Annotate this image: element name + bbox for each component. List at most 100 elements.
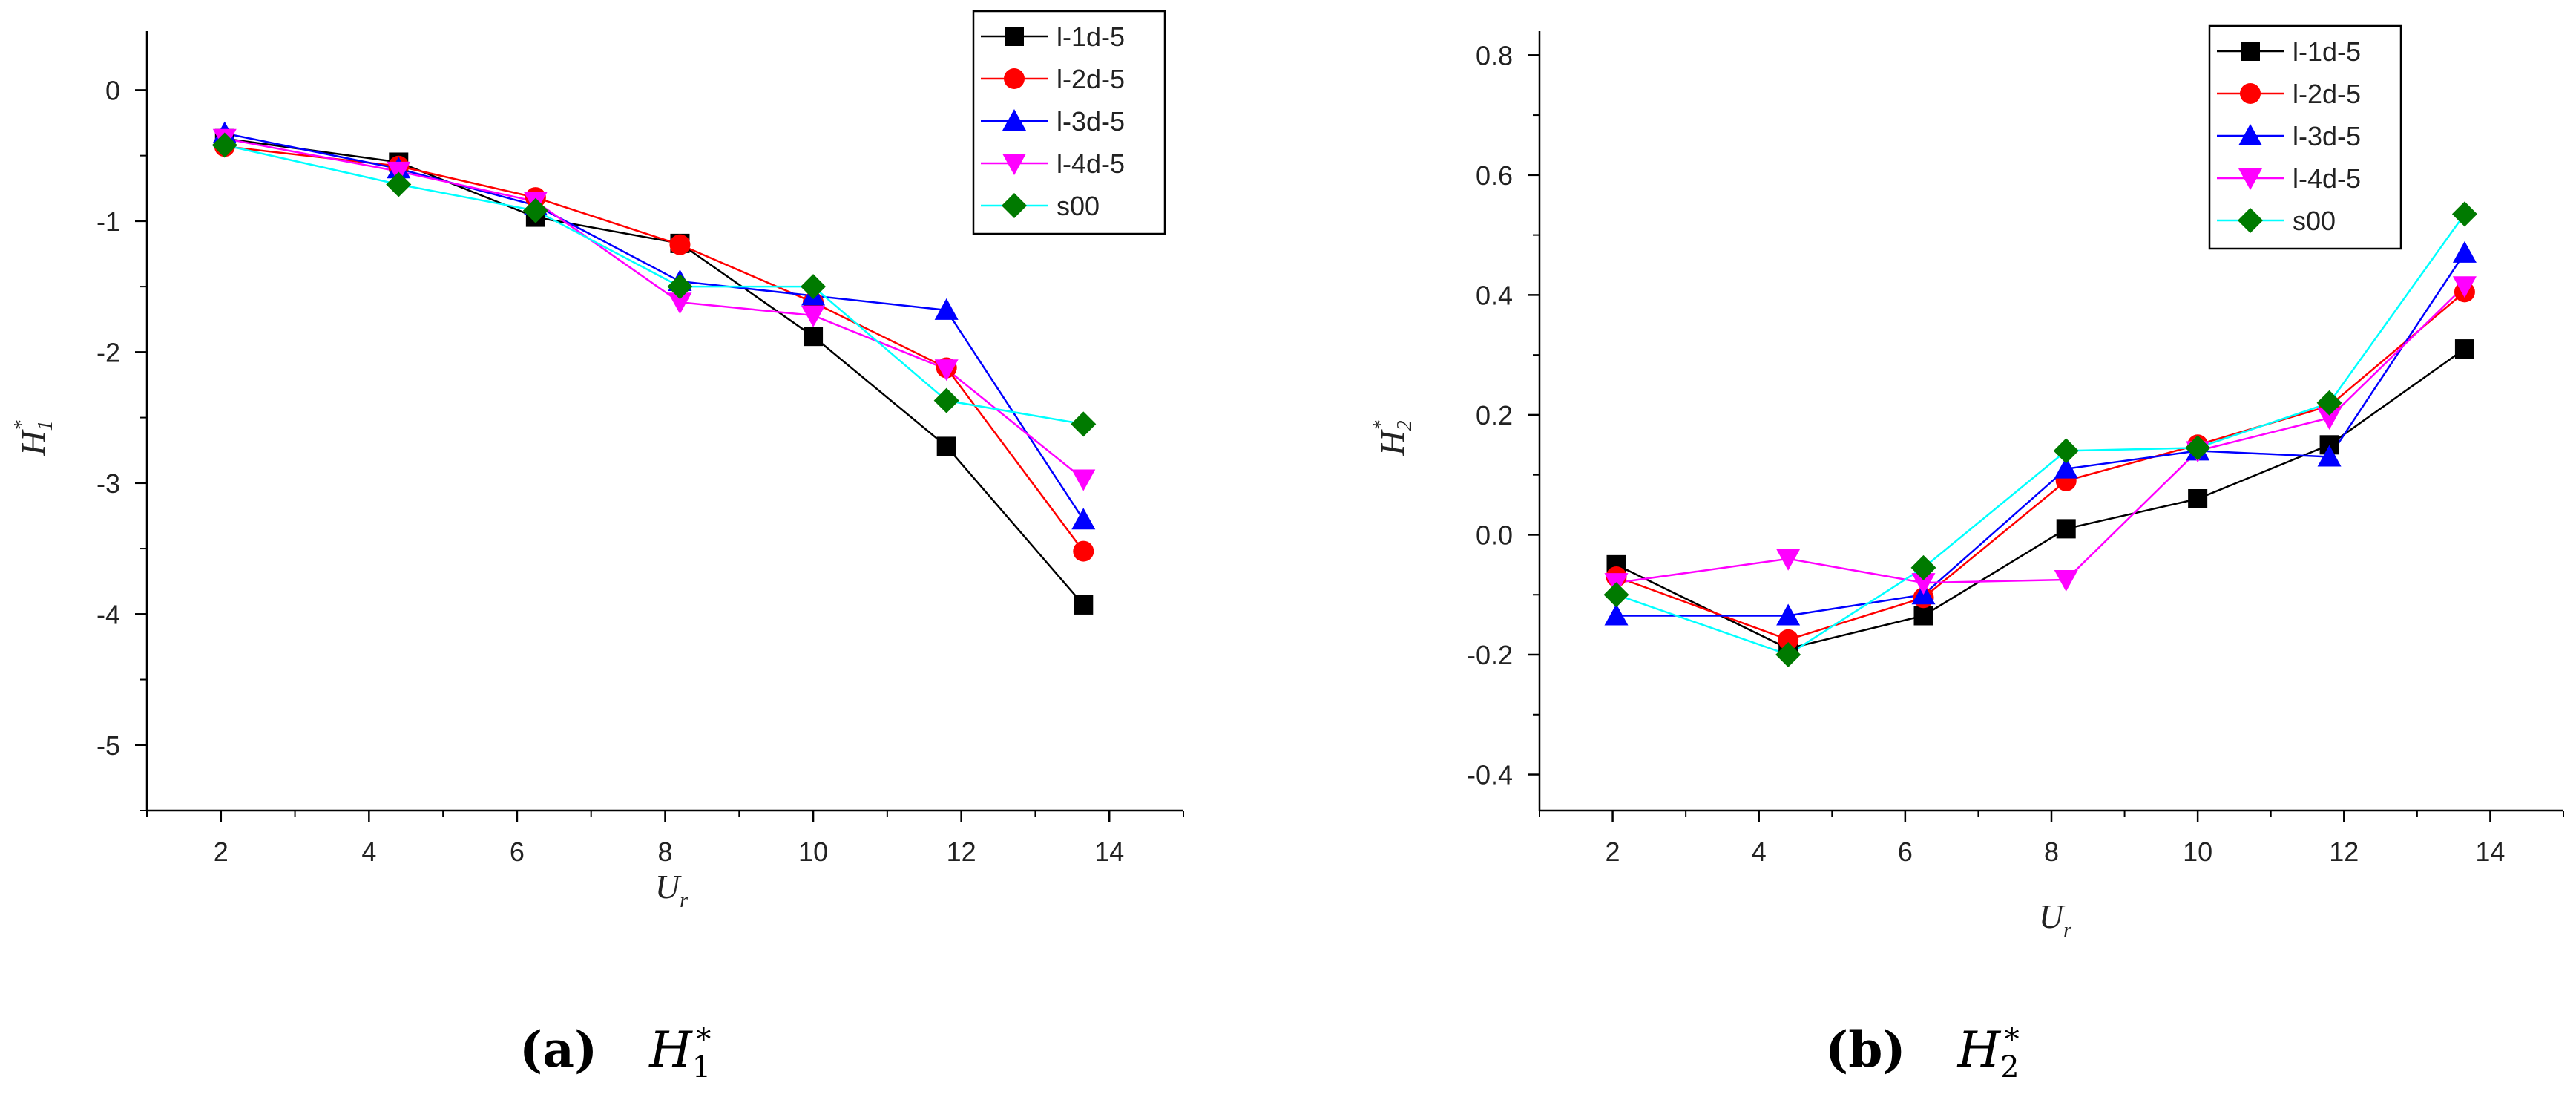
data-point-l-1d-5 bbox=[2188, 489, 2208, 508]
data-point-l-2d-5 bbox=[1073, 540, 1094, 562]
data-point-l-1d-5 bbox=[1913, 606, 1933, 626]
y-axis-label: H1* bbox=[10, 420, 57, 456]
legend: l-1d-5 l-2d-5 l-3d-5 l-4d-5 s00 bbox=[972, 10, 1166, 235]
x-tick-label: 10 bbox=[798, 837, 828, 867]
data-point-s00 bbox=[1910, 554, 1936, 580]
series-line-l-3d-5 bbox=[1616, 252, 2465, 617]
chart-h1-panel: 2 4 6 8 10 12 14 0 -1 -2 -3 -4 -5 H1* Ur l-1d-5 l-2d-5 l-… bbox=[10, 10, 1184, 912]
y-tick-label: -4 bbox=[96, 599, 120, 629]
caption-b-sup: * bbox=[2004, 1023, 2020, 1057]
series-line-l-4d-5 bbox=[1616, 285, 2465, 584]
data-point-s00 bbox=[2451, 201, 2477, 227]
x-tick-label: 8 bbox=[657, 837, 672, 867]
data-point-l-1d-5 bbox=[1074, 595, 1094, 615]
x-tick-label: 2 bbox=[214, 837, 229, 867]
legend-label-l-2d-5: l-2d-5 bbox=[2293, 79, 2361, 109]
x-tick-label: 10 bbox=[2183, 837, 2212, 867]
data-point-s00 bbox=[522, 197, 548, 223]
legend-label-l-1d-5: l-1d-5 bbox=[2293, 36, 2361, 67]
caption-b: (b) H2* bbox=[1825, 1021, 2020, 1084]
y-tick-label: -3 bbox=[96, 468, 120, 499]
legend-marker-l-2d-5 bbox=[1004, 68, 1025, 89]
x-axis-label-sub: r bbox=[680, 889, 688, 912]
caption-a-sub: 1 bbox=[691, 1050, 712, 1085]
legend-label-l-4d-5: l-4d-5 bbox=[1057, 148, 1125, 179]
y-tick-label: 0.2 bbox=[1476, 400, 1513, 431]
y-axis-label-sub: 2 bbox=[1393, 420, 1416, 431]
data-point-l-1d-5 bbox=[2056, 519, 2076, 539]
y-tick-label: 0.6 bbox=[1476, 160, 1513, 191]
y-axis-label-sub: 1 bbox=[34, 420, 57, 431]
x-axis-label: Ur bbox=[655, 868, 688, 912]
y-tick-label: -2 bbox=[96, 337, 120, 367]
x-axis-label-main: U bbox=[2039, 897, 2066, 935]
caption-b-label: (b) bbox=[1825, 1021, 1906, 1079]
y-tick-label: 0.0 bbox=[1476, 520, 1513, 550]
x-tick-label: 4 bbox=[1752, 837, 1767, 867]
caption-a: (a) H1* bbox=[519, 1021, 711, 1084]
data-point-s00 bbox=[1071, 411, 1097, 437]
data-point-s00 bbox=[386, 171, 412, 197]
data-point-s00 bbox=[211, 132, 237, 158]
legend-marker-l-1d-5 bbox=[1005, 27, 1024, 46]
data-point-l-1d-5 bbox=[2454, 339, 2474, 359]
y-tick-label: 0 bbox=[105, 75, 120, 105]
data-point-s00 bbox=[933, 387, 959, 413]
data-point-l-1d-5 bbox=[804, 327, 824, 347]
data-point-l-1d-5 bbox=[936, 436, 956, 456]
data-point-l-3d-5 bbox=[934, 298, 959, 320]
legend-marker-l-4d-5 bbox=[2238, 168, 2262, 190]
data-point-l-4d-5 bbox=[2054, 570, 2078, 592]
caption-a-main: H bbox=[649, 1021, 692, 1079]
caption-a-label: (a) bbox=[519, 1021, 598, 1079]
y-tick-label: 0.8 bbox=[1476, 40, 1513, 71]
y-axis-label-main: H bbox=[14, 429, 52, 456]
series-line-l-3d-5 bbox=[224, 132, 1085, 520]
data-point-l-3d-5 bbox=[1071, 508, 1096, 530]
x-tick-label: 12 bbox=[2329, 837, 2359, 867]
y-tick-label: -0.4 bbox=[1467, 760, 1513, 791]
legend-label-l-2d-5: l-2d-5 bbox=[1057, 64, 1125, 94]
legend-box bbox=[2208, 24, 2402, 250]
data-point-l-4d-5 bbox=[934, 359, 959, 382]
y-tick-label: -0.2 bbox=[1467, 640, 1513, 670]
legend-marker-l-3d-5 bbox=[1002, 109, 1026, 131]
y-axis-label: H2* bbox=[1370, 420, 1416, 456]
data-point-s00 bbox=[1775, 642, 1801, 667]
chart-h2-panel: 2 4 6 8 10 12 140.80.60.40.20.0-0.2-0.4H2*Url-… bbox=[1370, 24, 2564, 942]
data-point-l-3d-5 bbox=[2317, 445, 2342, 467]
legend-marker-l-1d-5 bbox=[2241, 42, 2260, 61]
data-point-s00 bbox=[2053, 438, 2079, 464]
data-point-l-4d-5 bbox=[1071, 469, 1096, 491]
x-tick-label: 4 bbox=[361, 837, 376, 867]
legend-label-l-1d-5: l-1d-5 bbox=[1057, 22, 1125, 52]
legend-label-l-3d-5: l-3d-5 bbox=[2293, 121, 2361, 151]
x-tick-label: 8 bbox=[2044, 837, 2059, 867]
y-tick-label: 0.4 bbox=[1476, 280, 1513, 310]
data-point-l-4d-5 bbox=[1911, 573, 1936, 595]
legend: l-1d-5 l-2d-5 l-3d-5 l-4d-5 s00 bbox=[2208, 24, 2402, 250]
y-tick-label: -5 bbox=[96, 730, 120, 761]
caption-a-sup: * bbox=[696, 1023, 712, 1057]
x-tick-label: 14 bbox=[1094, 837, 1124, 867]
caption-a-symbol: H1* bbox=[649, 1021, 712, 1084]
data-point-l-3d-5 bbox=[2452, 240, 2477, 263]
legend-label-s00: s00 bbox=[2293, 206, 2336, 236]
x-tick-label: 6 bbox=[510, 837, 525, 867]
x-tick-label: 6 bbox=[1898, 837, 1913, 867]
data-point-l-3d-5 bbox=[1776, 603, 1801, 626]
caption-b-sub: 2 bbox=[2000, 1050, 2020, 1085]
series-line-l-2d-5 bbox=[224, 145, 1085, 552]
data-point-l-2d-5 bbox=[1778, 629, 1799, 650]
y-tick-label: -1 bbox=[96, 206, 120, 237]
series-line-s00 bbox=[1616, 213, 2465, 656]
data-point-l-4d-5 bbox=[668, 292, 692, 315]
data-point-s00 bbox=[2316, 390, 2342, 416]
data-point-l-2d-5 bbox=[669, 234, 691, 255]
y-axis-label-main: H bbox=[1373, 429, 1411, 456]
y-axis-label-sup: * bbox=[10, 420, 33, 431]
series-line-l-1d-5 bbox=[1615, 348, 2465, 650]
legend-marker-l-2d-5 bbox=[2240, 83, 2261, 104]
x-tick-label: 12 bbox=[947, 837, 976, 867]
